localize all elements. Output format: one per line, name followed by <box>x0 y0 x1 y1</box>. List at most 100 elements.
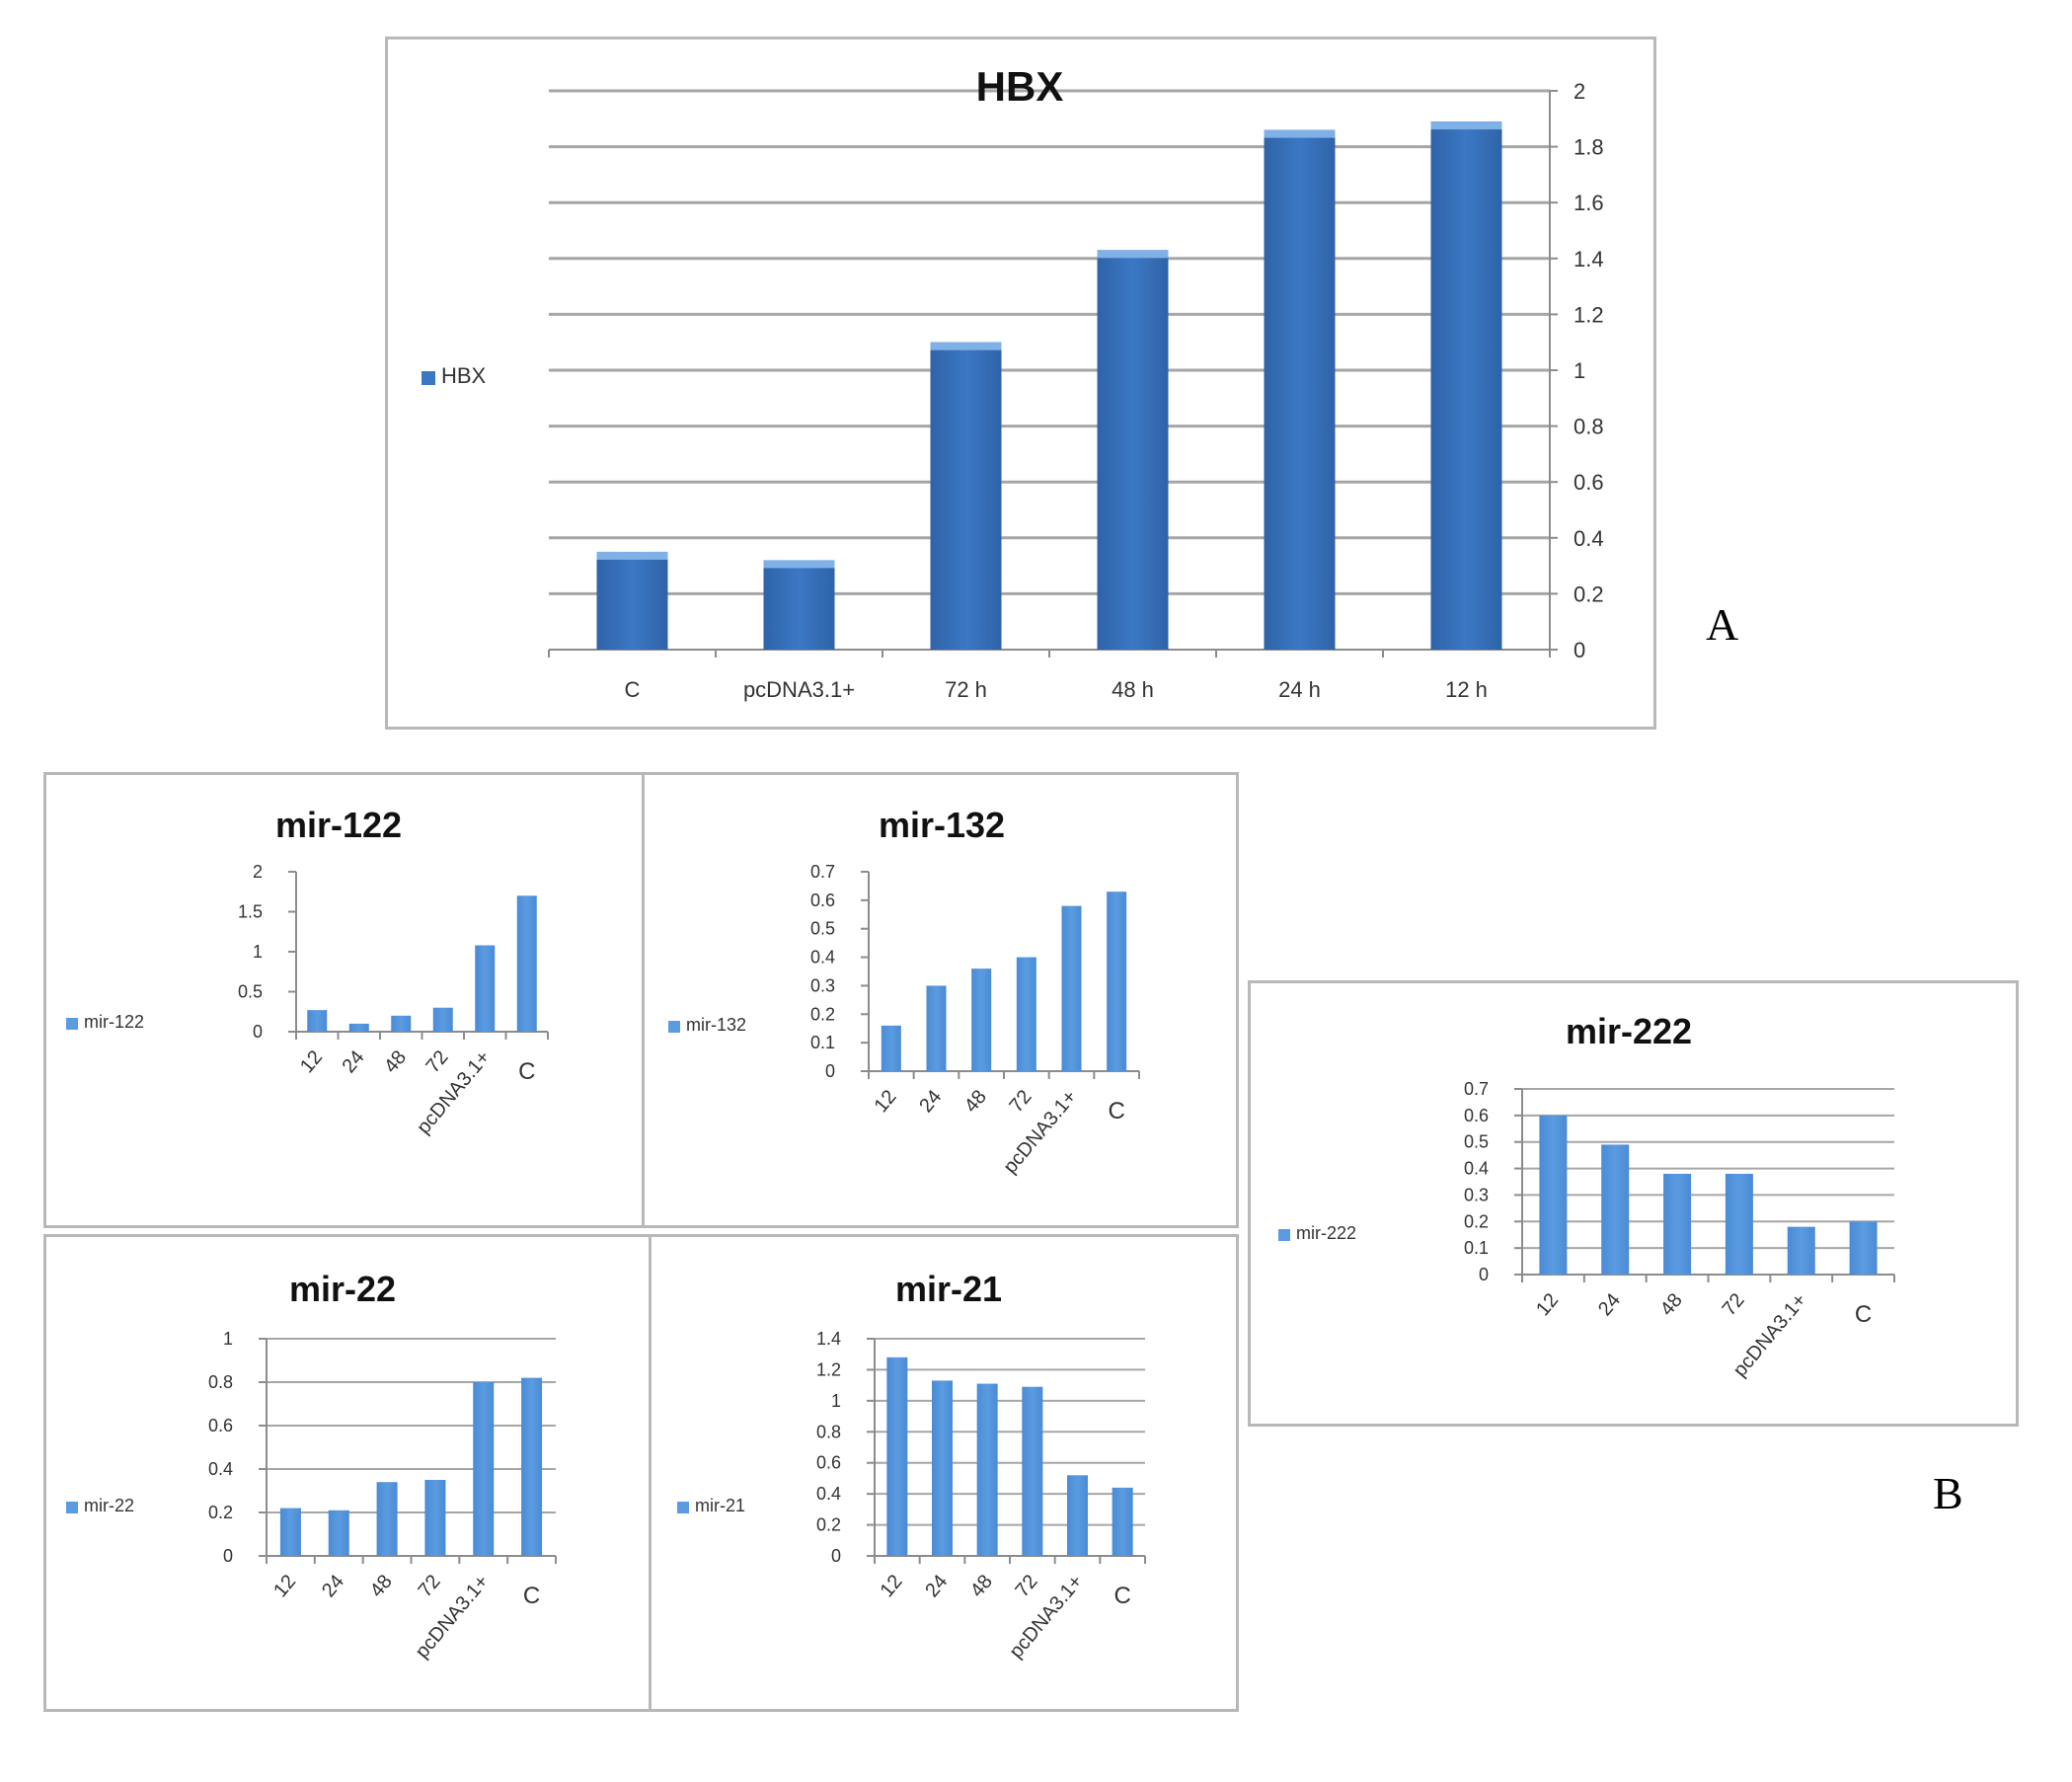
legend-label: mir-132 <box>686 1015 746 1035</box>
bar-12 h <box>1430 121 1502 650</box>
y-tick-label: 0.6 <box>816 1453 841 1473</box>
y-tick-label: 1.2 <box>1573 302 1604 327</box>
x-category-label: 48 <box>960 1086 991 1117</box>
y-tick-label: 1 <box>223 1329 233 1349</box>
y-tick-label: 0 <box>253 1022 263 1042</box>
bar-top-highlight <box>1430 121 1502 130</box>
y-tick-label: 1.2 <box>816 1359 841 1379</box>
y-tick-label: 0 <box>831 1546 841 1566</box>
bar-72 <box>432 1007 453 1032</box>
y-tick-label: 1.6 <box>1573 191 1604 215</box>
x-category-label: C <box>1113 1583 1130 1609</box>
x-category-label: 48 h <box>1112 677 1154 702</box>
y-tick-label: 1 <box>253 942 263 962</box>
bar-C <box>596 551 668 650</box>
bar-pcDNA3.1+ <box>1061 905 1082 1071</box>
y-tick-label: 0.8 <box>1573 415 1604 439</box>
x-category-label: 12 <box>871 1086 901 1117</box>
bar-C <box>1112 1487 1133 1556</box>
y-tick-label: 0.4 <box>208 1459 233 1479</box>
y-tick-label: 0.6 <box>208 1416 233 1435</box>
bar-24 <box>348 1023 369 1032</box>
y-tick-label: 0.4 <box>1464 1159 1489 1179</box>
y-tick-label: 0.2 <box>1573 581 1604 606</box>
chart-title: mir-222 <box>1566 1011 1692 1051</box>
x-category-label: 48 <box>366 1571 397 1601</box>
bar-pcDNA3.1+ <box>1067 1475 1088 1556</box>
chart-title: mir-132 <box>879 805 1005 845</box>
bar-C <box>1107 891 1127 1071</box>
bar-72 h <box>930 342 1002 650</box>
bar-48 <box>391 1015 412 1032</box>
bar-top-highlight <box>930 342 1002 350</box>
bar-12 <box>886 1356 908 1556</box>
bar-48 <box>971 968 992 1071</box>
x-category-label: 24 <box>338 1046 368 1077</box>
x-category-label: 72 <box>1719 1289 1749 1320</box>
legend-swatch <box>422 371 435 385</box>
y-tick-label: 0.2 <box>810 1004 835 1024</box>
x-category-label: 72 h <box>945 677 987 702</box>
chart-title: mir-22 <box>289 1269 396 1309</box>
bar-24 <box>328 1510 349 1556</box>
y-tick-label: 1.8 <box>1573 135 1604 160</box>
bar-72 <box>424 1480 446 1556</box>
y-tick-label: 0 <box>1479 1265 1489 1284</box>
x-category-label: 12 h <box>1445 677 1488 702</box>
bar-C <box>521 1377 543 1556</box>
y-tick-label: 1.4 <box>816 1329 841 1349</box>
bar-24 h <box>1264 129 1336 650</box>
bar-top-highlight <box>1264 129 1336 138</box>
x-category-label: 72 <box>1012 1571 1042 1601</box>
y-tick-label: 0.7 <box>810 862 835 882</box>
x-category-label: 12 <box>269 1571 300 1601</box>
panel-label-b: B <box>1933 1468 1963 1518</box>
y-tick-label: 0.3 <box>1464 1185 1489 1204</box>
x-category-label: 24 <box>318 1571 348 1601</box>
x-category-label: 72 <box>422 1046 452 1077</box>
chart-title: mir-122 <box>275 805 402 845</box>
x-category-label: C <box>518 1058 535 1085</box>
x-category-label: 72 <box>1006 1086 1036 1117</box>
bar-pcDNA3.1+ <box>473 1382 495 1556</box>
x-category-label: pcDNA3.1+ <box>743 677 855 702</box>
y-tick-label: 0.2 <box>208 1503 233 1522</box>
y-tick-label: 2 <box>1573 79 1585 104</box>
bar-pcDNA3.1+ <box>475 945 496 1032</box>
y-tick-label: 0.6 <box>810 891 835 910</box>
legend-label: HBX <box>441 363 487 388</box>
legend-label: mir-222 <box>1296 1223 1356 1243</box>
x-category-label: 48 <box>380 1046 411 1077</box>
bar-48 h <box>1097 250 1169 650</box>
x-category-label: C <box>523 1583 540 1609</box>
bar-pcDNA3.1+ <box>763 560 835 650</box>
bar-C <box>516 895 537 1032</box>
x-category-label: 24 h <box>1278 677 1321 702</box>
bar-72 <box>1725 1173 1753 1275</box>
y-tick-label: 0.8 <box>208 1372 233 1392</box>
y-tick-label: 1.5 <box>238 902 263 922</box>
bar-12 <box>1539 1115 1568 1275</box>
mir132-chart-panel: 0 0.1 0.2 0.3 0.4 0.5 0.6 0.7 12 24 48 72 pcDNA3.1+ C… <box>642 772 1239 1228</box>
y-tick-label: 0.2 <box>1464 1211 1489 1231</box>
bar-C <box>1849 1221 1878 1275</box>
x-category-label: 12 <box>1532 1289 1563 1320</box>
bar-12 <box>307 1010 328 1032</box>
chart-title: HBX <box>976 63 1064 110</box>
legend-swatch <box>668 1021 680 1033</box>
x-category-label: C <box>625 677 641 702</box>
bar-24 <box>1601 1144 1630 1275</box>
x-category-label: 24 <box>921 1571 952 1601</box>
y-tick-label: 0.8 <box>816 1422 841 1441</box>
chart-title: mir-21 <box>895 1269 1002 1309</box>
panel-label-a: A <box>1706 599 1739 650</box>
bar-24 <box>932 1380 953 1556</box>
